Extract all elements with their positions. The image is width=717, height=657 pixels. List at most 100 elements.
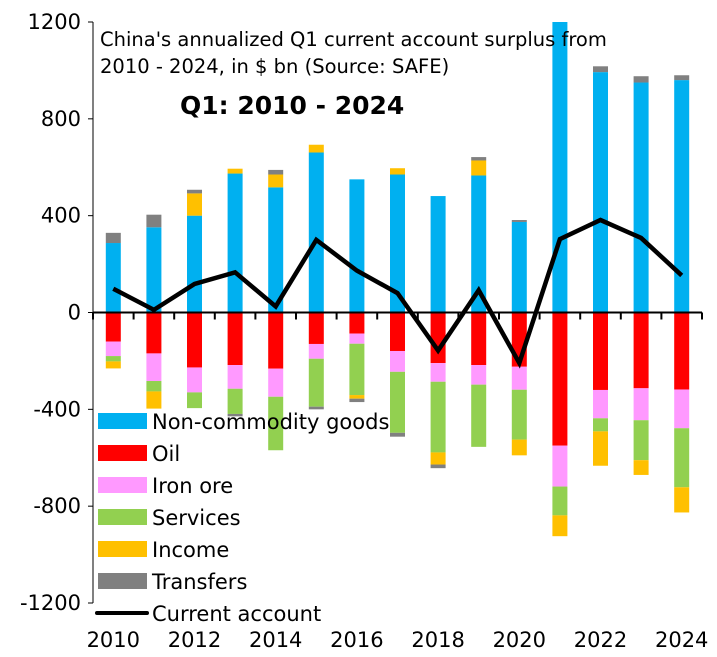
bar-iron-ore-2024 (674, 389, 690, 429)
legend: Non-commodity goods Oil Iron ore Services In… (95, 410, 389, 626)
bar-non-commodity-goods-2010 (105, 243, 121, 313)
bar-income-2023 (633, 460, 649, 475)
bar-income-2021 (552, 515, 568, 537)
bar-non-commodity-goods-2021 (552, 22, 568, 313)
bar-services-2018 (430, 381, 446, 453)
bar-non-commodity-goods-2024 (674, 80, 690, 313)
bar-income-2011 (146, 391, 162, 409)
bar-services-2012 (187, 392, 202, 409)
bar-non-commodity-goods-2022 (593, 72, 608, 313)
bar-iron-ore-2014 (268, 368, 284, 397)
bar-non-commodity-goods-2023 (633, 82, 649, 313)
bar-transfers-2014 (268, 169, 284, 175)
legend-item-current-account: Current account (95, 602, 321, 626)
x-tick-label: 2016 (330, 628, 383, 652)
bar-income-2016 (349, 395, 365, 399)
bar-non-commodity-goods-2018 (430, 196, 446, 313)
bar-income-2014 (268, 174, 284, 188)
bar-oil-2023 (633, 312, 649, 389)
bar-non-commodity-goods-2015 (308, 152, 324, 313)
bar-services-2020 (511, 389, 527, 440)
x-tick-label: 2010 (87, 628, 140, 652)
bar-income-2019 (471, 160, 487, 176)
bar-oil-2022 (593, 312, 608, 390)
legend-swatch (98, 509, 147, 525)
legend-label: Income (152, 538, 229, 562)
y-tick-label: -800 (33, 494, 81, 518)
bar-income-2013 (227, 168, 243, 174)
bar-services-2014 (268, 396, 284, 451)
legend-item-transfers: Transfers (98, 570, 247, 594)
legend-label: Services (152, 506, 241, 530)
x-tick-label: 2024 (655, 628, 708, 652)
bar-oil-2011 (146, 312, 162, 354)
legend-label: Transfers (151, 570, 247, 594)
bars-layer (105, 22, 690, 537)
legend-label: Current account (152, 602, 321, 626)
bar-transfers-2022 (593, 66, 608, 73)
bar-iron-ore-2021 (552, 445, 568, 487)
bar-iron-ore-2020 (511, 366, 527, 390)
bar-transfers-2024 (674, 75, 690, 81)
y-tick-label: 1200 (28, 10, 81, 34)
axes-layer: -1200 -800 -400 0 400 800 1200 2010 2012 2014 2016… (20, 10, 708, 652)
chart-subtitle: Q1: 2010 - 2024 (180, 91, 404, 120)
bar-iron-ore-2022 (593, 389, 608, 419)
bar-oil-2014 (268, 312, 284, 369)
bar-income-2018 (430, 452, 446, 465)
x-tick-label: 2012 (168, 628, 221, 652)
bar-oil-2012 (187, 312, 202, 368)
bar-services-2024 (674, 428, 690, 488)
bar-oil-2015 (308, 312, 324, 344)
bar-services-2023 (633, 420, 649, 461)
bar-oil-2016 (349, 312, 365, 334)
x-tick-label: 2020 (493, 628, 546, 652)
bar-services-2021 (552, 486, 568, 516)
bar-iron-ore-2015 (308, 343, 324, 359)
bar-services-2019 (471, 384, 487, 447)
legend-item-iron-ore: Iron ore (98, 474, 233, 498)
legend-swatch (98, 445, 147, 461)
x-tick-label: 2014 (249, 628, 302, 652)
bar-services-2013 (227, 388, 243, 414)
bar-transfers-2010 (105, 232, 121, 244)
bar-transfers-2013 (227, 413, 243, 417)
bar-oil-2013 (227, 312, 243, 366)
bar-income-2020 (511, 439, 527, 456)
bar-income-2010 (105, 361, 121, 369)
bar-oil-2018 (430, 312, 446, 364)
bar-non-commodity-goods-2013 (227, 173, 243, 313)
bar-services-2016 (349, 343, 365, 396)
x-tick-label: 2022 (574, 628, 627, 652)
bar-transfers-2012 (187, 189, 202, 194)
bar-income-2015 (308, 144, 324, 153)
bar-transfers-2020 (511, 220, 527, 222)
legend-item-non-commodity-goods: Non-commodity goods (98, 410, 389, 434)
legend-label: Non-commodity goods (152, 410, 389, 434)
bar-services-2022 (593, 418, 608, 432)
legend-label: Iron ore (152, 474, 233, 498)
bar-transfers-2017 (390, 432, 405, 437)
chart-title-line-2: 2010 - 2024, in $ bn (Source: SAFE) (100, 55, 449, 78)
bar-transfers-2016 (349, 398, 365, 403)
bar-income-2017 (390, 168, 405, 175)
bar-transfers-2015 (308, 406, 324, 410)
bar-transfers-2018 (430, 464, 446, 469)
legend-swatch (98, 573, 147, 589)
y-tick-label: -400 (33, 397, 81, 421)
bar-iron-ore-2019 (471, 365, 487, 385)
bar-transfers-2019 (471, 157, 487, 161)
bar-transfers-2011 (146, 214, 162, 228)
bar-non-commodity-goods-2011 (146, 227, 162, 313)
bar-iron-ore-2011 (146, 353, 162, 382)
legend-item-income: Income (98, 538, 229, 562)
bar-services-2011 (146, 381, 162, 392)
bar-iron-ore-2017 (390, 350, 405, 372)
bar-iron-ore-2010 (105, 341, 121, 357)
bar-non-commodity-goods-2019 (471, 175, 487, 313)
legend-swatch (98, 413, 147, 429)
bar-iron-ore-2012 (187, 367, 202, 393)
y-tick-label: 0 (68, 301, 81, 325)
x-tick-label: 2018 (411, 628, 464, 652)
